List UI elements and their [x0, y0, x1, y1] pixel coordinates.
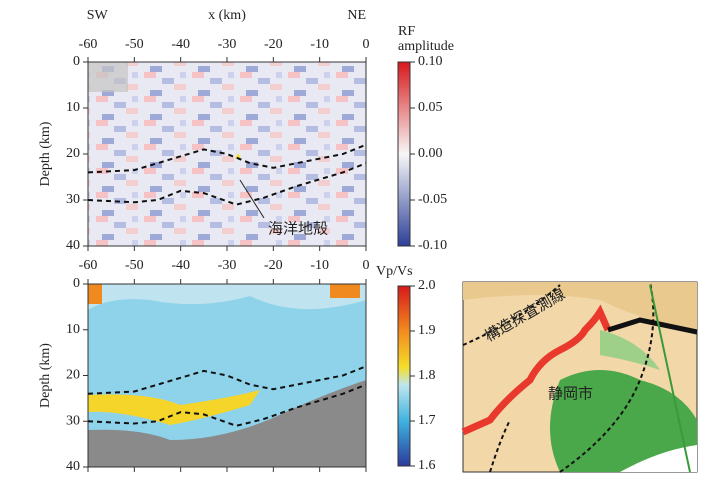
- y-axis-label: Depth (km): [38, 343, 53, 408]
- colorbar-tick-label: 0.05: [418, 100, 443, 115]
- colorbar-tick-label: 1.8: [418, 368, 436, 383]
- map-label: 静岡市: [548, 385, 593, 403]
- colorbar-tick-label: -0.05: [418, 192, 447, 207]
- x-tick-label: -30: [218, 37, 237, 52]
- x-tick-label: -10: [310, 37, 329, 52]
- y-tick-label: 30: [66, 192, 80, 207]
- x-tick-label: -40: [171, 258, 190, 273]
- map: 構造探査測線 静岡市: [463, 282, 697, 472]
- y-tick-label: 40: [66, 459, 80, 474]
- colorbar-label: RF: [398, 24, 415, 39]
- y-tick-label: 40: [66, 238, 80, 253]
- y-tick-label: 30: [66, 413, 80, 428]
- x-tick-label: -60: [79, 258, 98, 273]
- x-tick-label: -40: [171, 37, 190, 52]
- colorbar-tick-label: 0.00: [418, 146, 443, 161]
- x-axis-label: x (km): [208, 8, 246, 23]
- colorbar-tick-label: 1.9: [418, 323, 436, 338]
- y-tick-label: 20: [66, 368, 80, 383]
- colorbar-label: amplitude: [398, 39, 454, 54]
- colorbar-tick-label: 1.6: [418, 458, 436, 473]
- colorbar-tick-label: 2.0: [418, 278, 436, 293]
- colorbar: [398, 62, 410, 246]
- y-tick-label: 10: [66, 322, 80, 337]
- x-tick-label: -60: [79, 37, 98, 52]
- x-tick-label: -20: [264, 258, 283, 273]
- y-tick-label: 10: [66, 100, 80, 115]
- x-tick-label: -30: [218, 258, 237, 273]
- y-axis-label: Depth (km): [38, 121, 53, 186]
- colorbar-tick-label: -0.10: [418, 238, 447, 253]
- y-tick-label: 0: [73, 276, 80, 291]
- annotation: 海洋地殻: [268, 220, 328, 238]
- colorbar-tick-label: 0.10: [418, 54, 443, 69]
- x-tick-label: -50: [125, 37, 144, 52]
- side-label: SW: [87, 8, 109, 23]
- x-tick-label: -50: [125, 258, 144, 273]
- colorbar: [398, 286, 410, 466]
- side-label: NE: [347, 8, 366, 23]
- y-tick-label: 20: [66, 146, 80, 161]
- x-tick-label: -20: [264, 37, 283, 52]
- x-tick-label: -10: [310, 258, 329, 273]
- figure: 構造探査測線 静岡市 -60 -50 -40 -30 -20 -10 0 0 10 20 30 40 D…: [0, 0, 703, 478]
- colorbar-tick-label: 1.7: [418, 413, 436, 428]
- x-tick-label: 0: [363, 37, 370, 52]
- rf-image-shade: [88, 62, 366, 246]
- y-tick-label: 0: [73, 54, 80, 69]
- x-tick-label: 0: [363, 258, 370, 273]
- colorbar-label: Vp/Vs: [376, 264, 413, 279]
